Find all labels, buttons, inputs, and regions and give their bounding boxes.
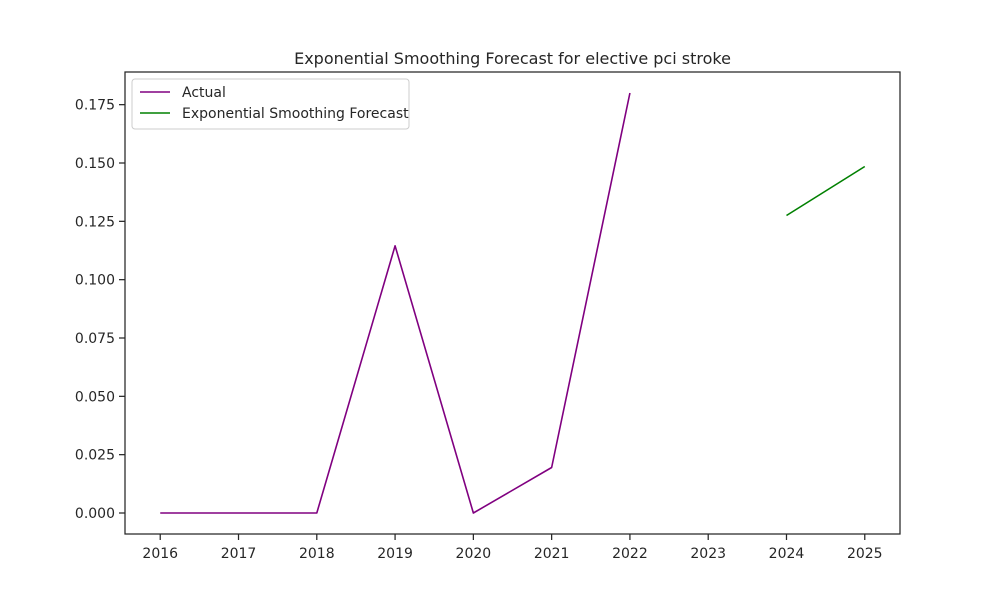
x-tick-label: 2017 <box>221 546 257 562</box>
chart-title: Exponential Smoothing Forecast for elect… <box>294 49 731 68</box>
x-tick-label: 2018 <box>299 546 335 562</box>
legend-label-forecast: Exponential Smoothing Forecast <box>182 106 409 122</box>
series-line-actual <box>160 92 631 514</box>
y-tick-label: 0.175 <box>75 98 115 114</box>
y-tick-label: 0.000 <box>75 506 115 522</box>
series-line-forecast <box>786 165 866 217</box>
series-layer <box>160 92 866 514</box>
x-tick-label: 2022 <box>612 546 648 562</box>
y-tick-label: 0.125 <box>75 214 115 230</box>
legend-box <box>131 78 410 130</box>
plot-area-frame <box>124 71 901 535</box>
legend: Actual Exponential Smoothing Forecast <box>131 78 410 130</box>
x-tick-label: 2024 <box>769 546 805 562</box>
y-tick-label: 0.100 <box>75 273 115 289</box>
y-axis: 0.000 0.025 0.050 0.075 0.100 0.125 0.150 0.175 <box>75 98 125 522</box>
x-tick-label: 2023 <box>690 546 726 562</box>
x-axis: 2016 2017 2018 2019 2020 2021 2022 2023 2024 2025 <box>142 534 883 562</box>
y-tick-label: 0.025 <box>75 448 115 464</box>
y-tick-label: 0.050 <box>75 389 115 405</box>
legend-label-actual: Actual <box>182 85 226 101</box>
x-tick-label: 2025 <box>847 546 883 562</box>
x-tick-label: 2020 <box>456 546 492 562</box>
y-tick-label: 0.075 <box>75 331 115 347</box>
y-tick-label: 0.150 <box>75 156 115 172</box>
x-tick-label: 2021 <box>534 546 570 562</box>
x-tick-label: 2016 <box>142 546 178 562</box>
x-tick-label: 2019 <box>377 546 413 562</box>
